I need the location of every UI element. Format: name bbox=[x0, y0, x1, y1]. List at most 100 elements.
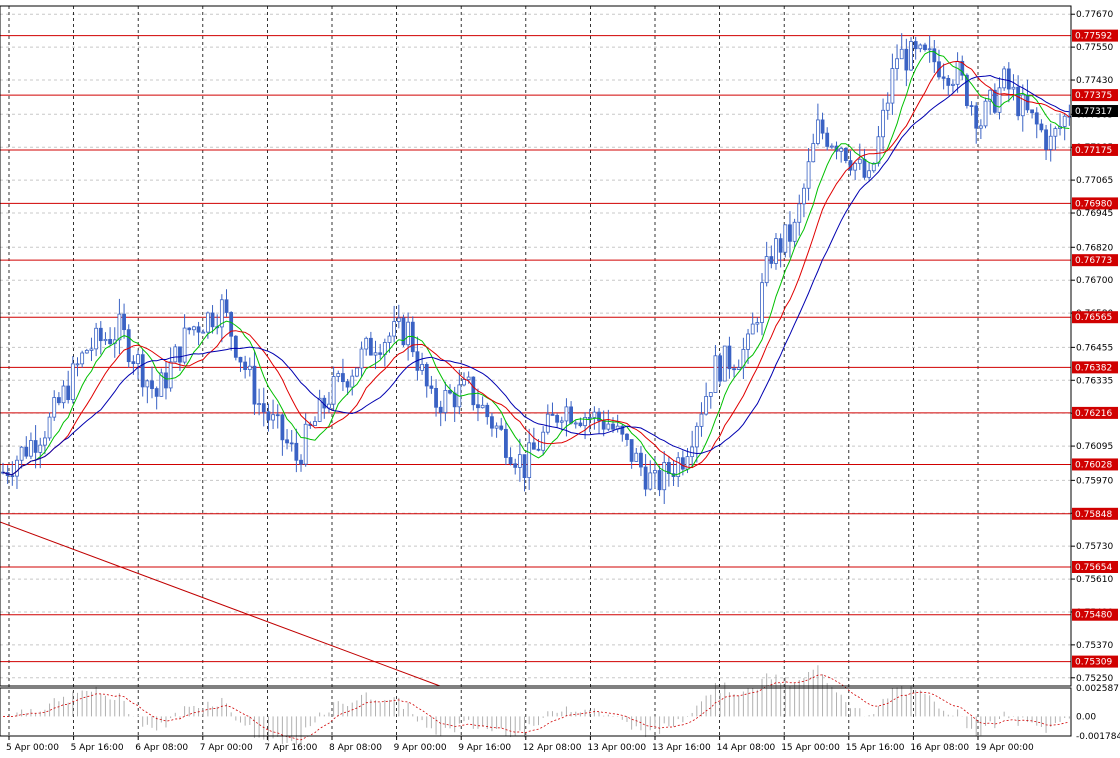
candle-body-64 bbox=[299, 459, 303, 465]
candle-body-59 bbox=[275, 414, 280, 417]
indicator-tick-2: -0.001784 bbox=[1076, 732, 1120, 742]
candle-body-150 bbox=[699, 413, 704, 427]
candle-body-14 bbox=[66, 385, 71, 400]
candle-body-37 bbox=[173, 346, 178, 363]
candle-body-74 bbox=[345, 381, 350, 388]
candle-body-171 bbox=[797, 203, 802, 223]
candle-body-61 bbox=[285, 439, 289, 444]
candle-body-199 bbox=[927, 48, 932, 51]
level-label-3: 0.76980 bbox=[1075, 199, 1112, 209]
y-tick-label-14: 0.75970 bbox=[1076, 476, 1113, 486]
x-tick-label-1: 5 Apr 16:00 bbox=[71, 743, 124, 753]
candle-body-115 bbox=[536, 448, 541, 451]
level-label-7: 0.76216 bbox=[1075, 409, 1112, 419]
x-tick-label-6: 9 Apr 00:00 bbox=[394, 743, 447, 753]
candle-body-70 bbox=[327, 403, 331, 409]
candle-body-21 bbox=[98, 327, 103, 342]
candle-body-166 bbox=[774, 238, 778, 264]
level-label-12: 0.75309 bbox=[1075, 658, 1112, 668]
candle-body-36 bbox=[168, 361, 173, 389]
candle-body-138 bbox=[643, 466, 648, 490]
current-price-tag bbox=[1072, 105, 1118, 118]
candle-body-118 bbox=[550, 413, 555, 416]
candle-body-44 bbox=[205, 312, 210, 333]
level-tag-10 bbox=[1072, 561, 1118, 573]
descending-trend-line bbox=[0, 521, 441, 687]
candle-body-167 bbox=[778, 238, 783, 253]
candle-body-135 bbox=[629, 439, 634, 462]
candle-body-42 bbox=[196, 326, 201, 333]
candle-body-202 bbox=[941, 76, 946, 79]
candle-body-121 bbox=[564, 406, 569, 422]
candle-body-85 bbox=[396, 317, 401, 322]
candle-body-32 bbox=[150, 380, 154, 389]
candle-body-35 bbox=[164, 372, 168, 389]
level-tag-0 bbox=[1072, 29, 1118, 42]
x-axis-labels: 5 Apr 00:00 5 Apr 16:00 6 Apr 08:00 7 Apr 0… bbox=[6, 736, 1034, 753]
candle-body-50 bbox=[233, 335, 238, 358]
candle-body-197 bbox=[918, 44, 923, 50]
level-label-0: 0.77592 bbox=[1075, 32, 1112, 42]
candle-body-90 bbox=[420, 364, 424, 371]
candle-body-209 bbox=[974, 105, 979, 129]
candle-body-193 bbox=[899, 48, 904, 60]
candle-body-222 bbox=[1034, 112, 1039, 125]
level-tag-9 bbox=[1072, 507, 1118, 520]
candle-body-153 bbox=[713, 355, 718, 393]
candle-body-3 bbox=[15, 459, 19, 477]
level-label-8: 0.76028 bbox=[1075, 460, 1112, 470]
candle-body-105 bbox=[490, 416, 494, 429]
candle-body-226 bbox=[1053, 128, 1058, 137]
candle-body-8 bbox=[38, 444, 43, 453]
candle-body-112 bbox=[522, 454, 527, 478]
trend-line bbox=[0, 521, 441, 687]
candle-body-126 bbox=[587, 417, 592, 419]
candle-body-39 bbox=[182, 327, 187, 363]
candle-body-136 bbox=[634, 452, 639, 462]
candle-body-73 bbox=[341, 373, 345, 383]
candle-body-213 bbox=[992, 89, 997, 113]
candle-body-203 bbox=[946, 77, 951, 86]
horizontal-levels bbox=[0, 35, 1071, 663]
candle-body-116 bbox=[541, 431, 546, 451]
osc-signal-line bbox=[2, 674, 1070, 741]
candle-body-175 bbox=[815, 119, 820, 144]
candle-body-156 bbox=[727, 345, 732, 370]
candle-body-148 bbox=[690, 446, 695, 458]
candle-body-157 bbox=[732, 368, 736, 371]
candle-body-139 bbox=[648, 472, 653, 490]
candle-body-9 bbox=[43, 437, 47, 446]
y-tick-label-10: 0.76455 bbox=[1076, 343, 1113, 353]
candle-body-187 bbox=[871, 162, 876, 172]
y-tick-label-7: 0.76820 bbox=[1076, 243, 1113, 253]
level-price-labels: 0.77592 0.77375 0.77175 0.76980 0.76773 0.765… bbox=[1072, 29, 1118, 668]
candle-body-128 bbox=[597, 411, 601, 422]
candle-body-2 bbox=[10, 475, 15, 478]
candle-body-87 bbox=[406, 321, 411, 346]
candle-body-220 bbox=[1025, 94, 1030, 111]
candle-body-114 bbox=[531, 442, 536, 450]
candle-body-165 bbox=[769, 256, 774, 264]
candle-body-161 bbox=[750, 323, 755, 335]
candle-body-106 bbox=[494, 425, 499, 429]
y-tick-label-20: 0.75250 bbox=[1076, 674, 1113, 684]
candle-body-141 bbox=[657, 470, 662, 491]
candle-body-225 bbox=[1048, 135, 1053, 150]
candle-body-164 bbox=[764, 256, 769, 284]
chart-grid bbox=[0, 6, 1071, 736]
x-tick-label-11: 14 Apr 08:00 bbox=[717, 743, 776, 753]
axes bbox=[0, 5, 1072, 737]
candle-body-26 bbox=[122, 313, 126, 331]
candle-body-43 bbox=[201, 331, 206, 334]
candle-body-180 bbox=[839, 147, 844, 152]
candle-body-76 bbox=[354, 367, 359, 377]
candle-body-162 bbox=[755, 322, 760, 325]
indicator-axis-labels: 0.002587 0.00 -0.001784 bbox=[1076, 684, 1120, 742]
candle-body-45 bbox=[210, 312, 215, 328]
candle-body-113 bbox=[527, 442, 532, 478]
candle-body-101 bbox=[471, 376, 476, 406]
x-tick-label-14: 16 Apr 08:00 bbox=[910, 743, 969, 753]
candle-body-19 bbox=[89, 348, 94, 351]
candle-body-219 bbox=[1020, 94, 1025, 117]
